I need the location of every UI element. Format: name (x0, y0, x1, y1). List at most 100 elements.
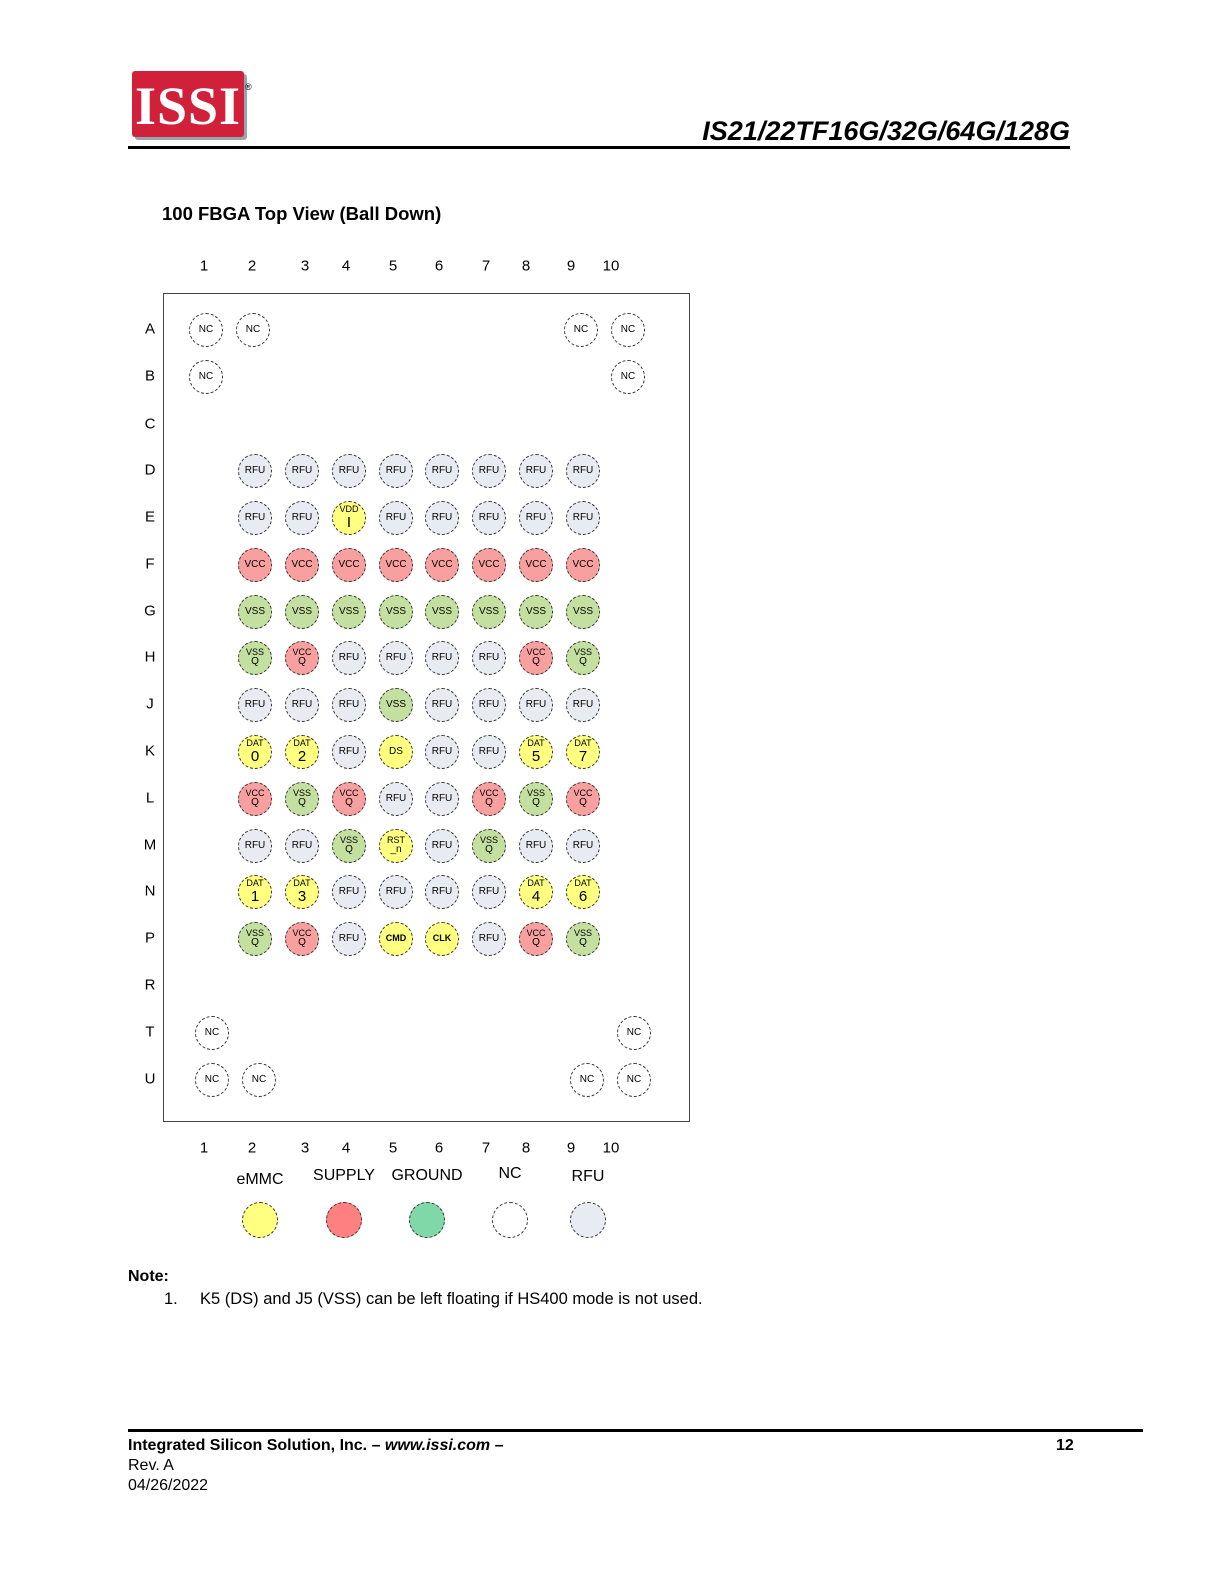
ball-e6: RFU (425, 501, 459, 535)
ball-n4: RFU (332, 875, 366, 909)
ball-m8: RFU (519, 829, 553, 863)
ball-signal-label: VCC (525, 558, 547, 570)
ball-d5: RFU (379, 454, 413, 488)
ball-d8: RFU (519, 454, 553, 488)
ball-g8: VSS (519, 595, 553, 629)
ball-g6: VSS (425, 595, 459, 629)
ball-signal-label: VCC (245, 788, 265, 799)
row-label: T (145, 1023, 155, 1041)
ball-signal-label: VSS (292, 788, 311, 799)
ball-l8: VSS Q (519, 782, 553, 816)
ball-signal-suffix: Q (345, 844, 353, 856)
ball-signal-label: NC (204, 1026, 220, 1038)
ball-signal-label: RFU (525, 464, 547, 476)
column-label-bottom: 7 (481, 1139, 491, 1157)
ball-signal-suffix: Q (298, 797, 306, 809)
ball-p4: RFU (332, 922, 366, 956)
ball-signal-label: VSS (291, 605, 312, 617)
ball-g5: VSS (379, 595, 413, 629)
ball-t1: NC (195, 1016, 229, 1050)
ball-f3: VCC (285, 548, 319, 582)
ball-signal-label: RFU (291, 698, 313, 710)
ball-k5: DS (379, 735, 413, 769)
ball-signal-label: NC (620, 323, 636, 335)
ball-signal-label: RFU (385, 651, 407, 663)
ball-signal-suffix: Q (298, 937, 306, 949)
row-label: C (144, 415, 156, 433)
ball-b10: NC (611, 360, 645, 394)
ball-f6: VCC (425, 548, 459, 582)
ball-signal-suffix: Q (579, 937, 587, 949)
ball-m7: VSS Q (472, 829, 506, 863)
ball-signal-label: VSS (385, 698, 406, 710)
ball-signal-label: VCC (431, 558, 453, 570)
figure-title: 100 FBGA Top View (Ball Down) (162, 203, 442, 224)
ball-signal-label: RFU (431, 511, 453, 523)
company-website[interactable]: www.issi.com (384, 1437, 491, 1454)
ball-b1: NC (189, 360, 223, 394)
ball-e4: VDD I (332, 501, 366, 535)
ball-signal-label: VSS (479, 835, 498, 846)
ball-n5: RFU (379, 875, 413, 909)
ball-k8: DAT 5 (519, 735, 553, 769)
ball-l6: RFU (425, 782, 459, 816)
ball-h8: VCC Q (519, 641, 553, 675)
ball-l7: VCC Q (472, 782, 506, 816)
ball-signal-label: NC (626, 1026, 642, 1038)
ball-signal-label: DAT (574, 878, 592, 889)
ball-g7: VSS (472, 595, 506, 629)
ball-h3: VCC Q (285, 641, 319, 675)
ball-signal-label: VSS (245, 647, 264, 658)
ball-signal-label: VCC (572, 558, 594, 570)
ball-u1: NC (195, 1063, 229, 1097)
ball-signal-label: RFU (338, 885, 360, 897)
column-label-top: 10 (602, 257, 620, 275)
ball-f9: VCC (566, 548, 600, 582)
company-name: Integrated Silicon Solution, Inc. – (128, 1437, 385, 1454)
ball-g4: VSS (332, 595, 366, 629)
ball-e2: RFU (238, 501, 272, 535)
ball-t10: NC (617, 1016, 651, 1050)
ball-signal-suffix: Q (251, 797, 259, 809)
ball-signal-suffix: 1 (250, 887, 260, 905)
ball-signal-suffix: _n (390, 844, 402, 856)
ball-j7: RFU (472, 688, 506, 722)
ball-signal-suffix: Q (485, 844, 493, 856)
row-label: G (144, 602, 156, 620)
column-label-bottom: 4 (341, 1139, 351, 1157)
ball-signal-label: RFU (244, 464, 266, 476)
ball-g3: VSS (285, 595, 319, 629)
ball-l2: VCC Q (238, 782, 272, 816)
ball-f2: VCC (238, 548, 272, 582)
ball-signal-label: DAT (246, 738, 264, 749)
ball-signal-label: DAT (293, 878, 311, 889)
ball-signal-label: VCC (291, 558, 313, 570)
page-number: 12 (1056, 1437, 1074, 1454)
ball-a2: NC (236, 313, 270, 347)
ball-p5: CMD (379, 922, 413, 956)
ball-signal-label: RFU (338, 932, 360, 944)
ball-e5: RFU (379, 501, 413, 535)
ball-signal-label: VSS (244, 605, 265, 617)
ball-signal-label: RFU (385, 511, 407, 523)
ball-h7: RFU (472, 641, 506, 675)
ball-signal-label: NC (198, 370, 214, 382)
column-label-top: 5 (388, 257, 398, 275)
ball-signal-label: NC (626, 1073, 642, 1085)
row-label: K (144, 742, 156, 760)
ball-signal-label: RFU (244, 839, 266, 851)
ball-signal-label: DAT (527, 738, 545, 749)
column-label-bottom: 6 (434, 1139, 444, 1157)
ball-signal-label: RFU (478, 651, 500, 663)
ball-signal-label: RFU (338, 698, 360, 710)
column-label-top: 2 (247, 257, 257, 275)
legend-swatch-ground (409, 1202, 445, 1238)
ball-signal-label: VCC (338, 558, 360, 570)
ball-signal-label: RFU (572, 511, 594, 523)
ball-h5: RFU (379, 641, 413, 675)
ball-n7: RFU (472, 875, 506, 909)
ball-signal-suffix: Q (251, 937, 259, 949)
ball-j5: VSS (379, 688, 413, 722)
ball-signal-label: RFU (431, 464, 453, 476)
ball-signal-suffix: Q (579, 797, 587, 809)
